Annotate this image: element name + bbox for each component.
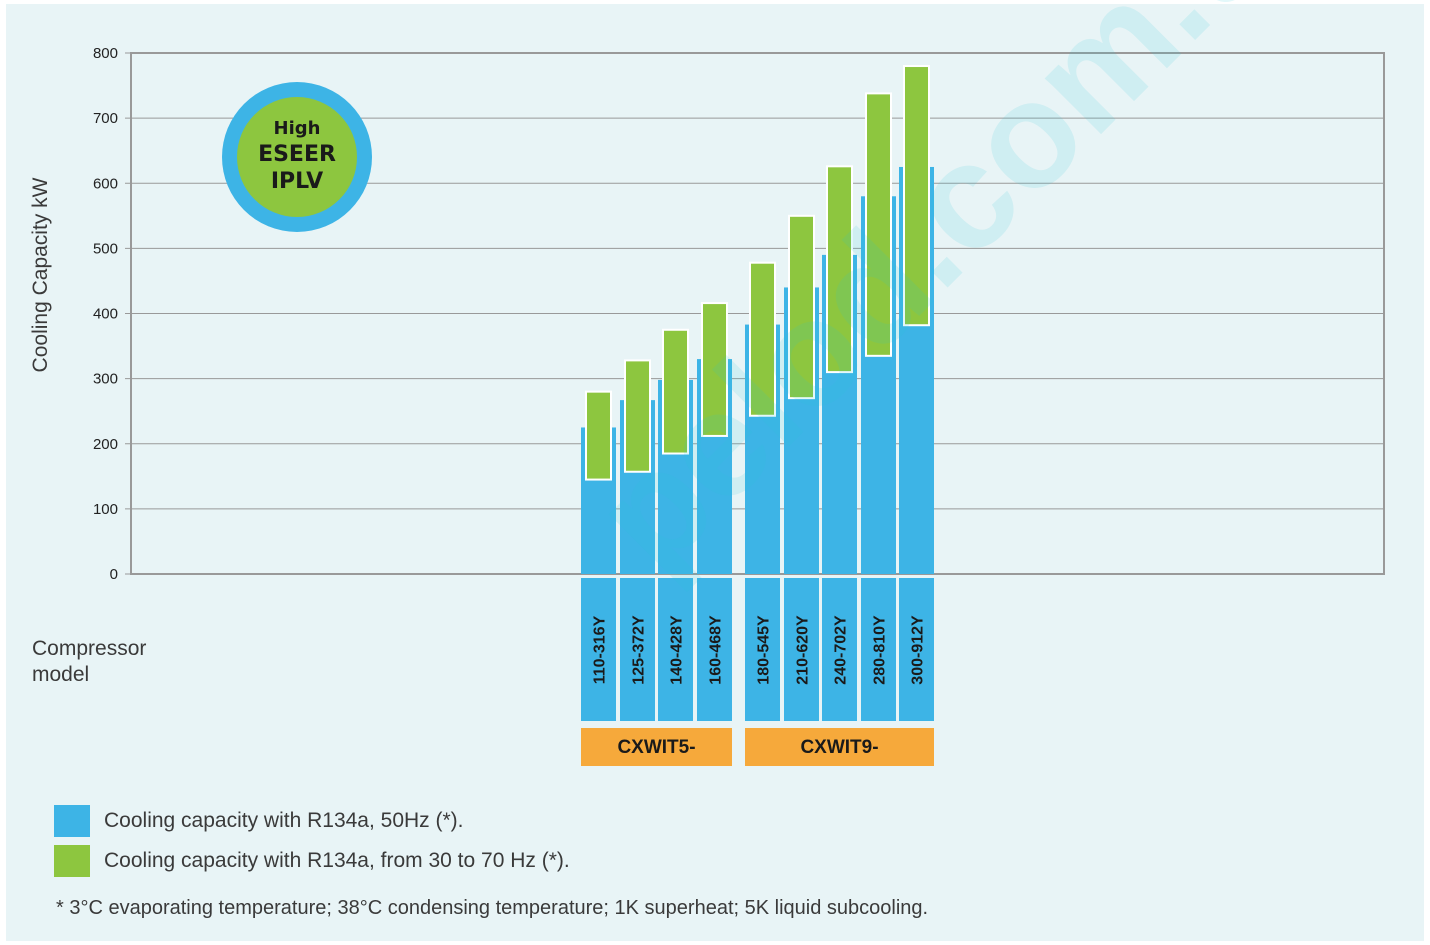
efficiency-badge-inner: High ESEER IPLV bbox=[237, 97, 357, 217]
x-tick-label: 210-620Y bbox=[795, 615, 812, 685]
group-label: CXWIT5- bbox=[617, 737, 695, 758]
model-box bbox=[861, 578, 896, 721]
legend-item-50hz: Cooling capacity with R134a, 50Hz (*). bbox=[54, 805, 464, 837]
x-tick-label: 240-702Y bbox=[833, 615, 850, 685]
compressor-label-line1: Compressor bbox=[32, 637, 147, 660]
model-box bbox=[697, 578, 732, 721]
y-tick-label: 100 bbox=[93, 501, 118, 518]
legend-item-30-70hz: Cooling capacity with R134a, from 30 to … bbox=[54, 845, 570, 877]
y-tick-label: 700 bbox=[93, 110, 118, 127]
model-box bbox=[784, 578, 819, 721]
badge-line-high: High bbox=[273, 118, 321, 140]
x-tick-label: 140-428Y bbox=[669, 615, 686, 685]
x-tick-label: 300-912Y bbox=[910, 615, 927, 685]
x-tick-label: 280-810Y bbox=[872, 615, 889, 685]
model-box bbox=[899, 578, 934, 721]
group-label: CXWIT9- bbox=[800, 737, 878, 758]
x-tick-label: 180-545Y bbox=[756, 615, 773, 685]
legend-swatch-green bbox=[54, 845, 90, 877]
bar-30-70hz bbox=[826, 165, 853, 374]
model-box bbox=[658, 578, 693, 721]
bar-30-70hz bbox=[903, 65, 930, 327]
model-box bbox=[620, 578, 655, 721]
x-tick-label: 160-468Y bbox=[708, 615, 725, 685]
y-tick-label: 400 bbox=[93, 306, 118, 323]
y-axis-title: Cooling Capacity kW bbox=[29, 177, 52, 372]
group-label-box bbox=[745, 728, 934, 766]
legend-swatch-blue bbox=[54, 805, 90, 837]
model-box bbox=[581, 578, 616, 721]
y-tick-label: 500 bbox=[93, 240, 118, 257]
compressor-label-line2: model bbox=[32, 663, 90, 686]
bar-30-70hz bbox=[662, 328, 689, 455]
y-tick-label: 300 bbox=[93, 371, 118, 388]
bar-30-70hz bbox=[865, 92, 892, 357]
efficiency-badge: High ESEER IPLV bbox=[222, 82, 372, 232]
model-box bbox=[745, 578, 780, 721]
bar-30-70hz bbox=[585, 390, 612, 481]
x-tick-label: 125-372Y bbox=[631, 615, 648, 685]
group-label-box bbox=[581, 728, 732, 766]
bar-30-70hz bbox=[788, 214, 815, 400]
bar-30-70hz bbox=[749, 261, 776, 417]
y-tick-label: 0 bbox=[110, 566, 118, 583]
y-tick-label: 200 bbox=[93, 436, 118, 453]
y-tick-label: 600 bbox=[93, 175, 118, 192]
bar-30-70hz bbox=[624, 359, 651, 473]
x-tick-label: 110-316Y bbox=[592, 615, 609, 684]
bar-30-70hz bbox=[701, 302, 728, 437]
model-box bbox=[822, 578, 857, 721]
footnote: * 3°C evaporating temperature; 38°C cond… bbox=[56, 897, 929, 919]
legend-label-30-70hz: Cooling capacity with R134a, from 30 to … bbox=[104, 849, 570, 872]
badge-line-eseer: ESEER bbox=[258, 141, 336, 167]
compressor-model-label: Compressor model bbox=[32, 636, 146, 688]
legend-label-50hz: Cooling capacity with R134a, 50Hz (*). bbox=[104, 809, 464, 832]
y-tick-label: 800 bbox=[93, 45, 118, 62]
badge-line-iplv: IPLV bbox=[270, 169, 324, 195]
